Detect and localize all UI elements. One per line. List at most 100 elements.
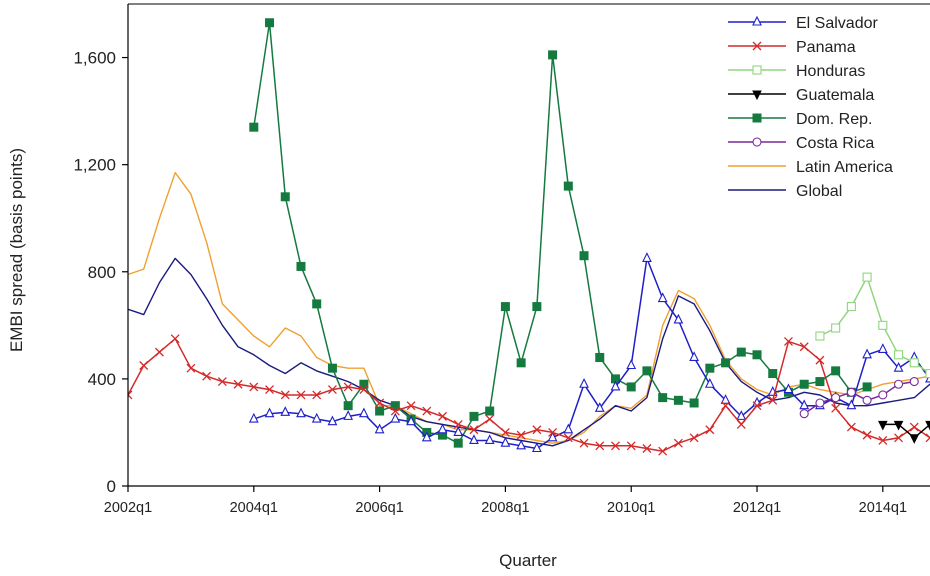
data-point-dom-rep <box>721 358 731 368</box>
data-point-panama <box>799 342 809 352</box>
series-costa-rica <box>799 377 919 419</box>
data-point-panama <box>500 427 510 437</box>
series-latin-america <box>128 171 930 444</box>
legend-label: Honduras <box>796 63 865 80</box>
data-point-honduras <box>925 368 930 379</box>
data-point-panama <box>752 401 762 411</box>
x-tick-label: 2010q1 <box>607 500 655 516</box>
legend-item-latin-america: Latin America <box>728 159 893 176</box>
series-panama <box>128 334 930 456</box>
x-axis-label: Quarter <box>499 551 557 570</box>
data-point-panama <box>831 403 841 413</box>
data-point-el-salvador <box>594 402 605 412</box>
y-tick-label: 800 <box>88 263 116 282</box>
data-point-panama <box>249 382 259 392</box>
data-point-costa-rica <box>815 398 825 408</box>
plot-area <box>128 18 930 456</box>
series-guatemala <box>878 420 930 444</box>
data-point-panama <box>186 363 196 373</box>
legend: El Salvador Panama Honduras Guatemala Dom. R… <box>728 15 893 200</box>
data-point-dom-rep <box>312 299 322 309</box>
legend-item-costa-rica: Costa Rica <box>728 135 874 152</box>
data-point-panama <box>406 401 416 411</box>
data-point-costa-rica <box>831 393 841 403</box>
data-point-panama <box>815 355 825 365</box>
data-point-el-salvador <box>642 252 652 262</box>
data-point-panama <box>705 425 715 435</box>
data-point-el-salvador <box>704 378 715 388</box>
data-point-panama <box>343 382 353 392</box>
data-point-panama <box>485 414 495 424</box>
data-point-panama <box>768 395 778 405</box>
data-point-el-salvador <box>327 415 338 426</box>
data-point-el-salvador <box>563 423 574 434</box>
y-tick-label: 1,200 <box>73 156 116 175</box>
data-point-panama <box>579 438 589 448</box>
data-point-dom-rep <box>768 369 778 379</box>
data-point-costa-rica <box>862 395 872 405</box>
data-point-dom-rep <box>689 398 699 408</box>
data-point-panama <box>784 336 793 346</box>
legend-marker <box>752 65 762 75</box>
data-point-panama <box>217 377 227 387</box>
data-point-dom-rep <box>831 366 841 376</box>
series-line-global <box>128 257 930 447</box>
data-point-panama <box>280 390 290 400</box>
data-point-dom-rep <box>658 393 668 403</box>
data-point-dom-rep <box>296 261 306 271</box>
data-point-panama <box>359 385 369 395</box>
data-point-el-salvador <box>799 399 810 410</box>
axes: 0 400 800 1,200 1,600 2002q1 2004q1 2006q1 2008q… <box>73 3 930 516</box>
x-tick-label: 2002q1 <box>104 500 152 516</box>
data-point-el-salvador <box>374 423 385 434</box>
data-point-el-salvador <box>500 436 511 447</box>
data-point-panama <box>548 427 558 437</box>
series-line-dom-rep <box>253 21 868 444</box>
y-tick-label: 1,600 <box>73 49 116 68</box>
data-point-dom-rep <box>736 347 746 357</box>
legend-item-panama: Panama <box>728 39 856 56</box>
data-point-costa-rica <box>846 387 856 397</box>
data-point-panama <box>327 385 337 395</box>
data-point-el-salvador <box>358 407 369 418</box>
data-point-honduras <box>815 331 825 341</box>
data-point-dom-rep <box>500 302 510 312</box>
legend-marker <box>752 41 762 51</box>
data-point-dom-rep <box>516 358 526 368</box>
data-point-panama <box>139 361 149 370</box>
legend-marker <box>752 113 762 123</box>
data-point-guatemala <box>909 434 920 444</box>
data-point-dom-rep <box>375 406 385 416</box>
y-axis-label: EMBI spread (basis points) <box>7 148 26 352</box>
series-honduras <box>815 272 930 379</box>
data-point-guatemala <box>878 420 888 431</box>
data-point-dom-rep <box>563 181 573 191</box>
data-point-costa-rica <box>909 377 919 387</box>
legend-label: Latin America <box>796 159 893 176</box>
data-point-honduras <box>878 320 888 330</box>
legend-label: Panama <box>796 39 856 56</box>
data-point-guatemala <box>893 420 904 431</box>
series-global <box>128 257 930 447</box>
data-point-el-salvador <box>720 394 731 404</box>
data-point-dom-rep <box>249 122 259 132</box>
data-point-panama <box>909 422 919 432</box>
data-point-panama <box>128 390 133 400</box>
data-point-el-salvador <box>311 412 322 423</box>
data-point-panama <box>265 385 274 395</box>
data-point-el-salvador <box>657 292 668 303</box>
x-tick-label: 2004q1 <box>230 500 278 516</box>
data-point-dom-rep <box>815 377 825 387</box>
data-point-guatemala <box>925 420 930 431</box>
data-point-honduras <box>909 358 919 368</box>
data-point-dom-rep <box>642 366 652 376</box>
data-point-dom-rep <box>752 350 762 360</box>
data-point-dom-rep <box>265 18 275 28</box>
data-point-panama <box>469 425 479 435</box>
data-point-panama <box>689 433 699 443</box>
data-point-el-salvador <box>783 383 794 394</box>
data-point-el-salvador <box>579 378 589 388</box>
series-dom-rep <box>249 18 872 448</box>
